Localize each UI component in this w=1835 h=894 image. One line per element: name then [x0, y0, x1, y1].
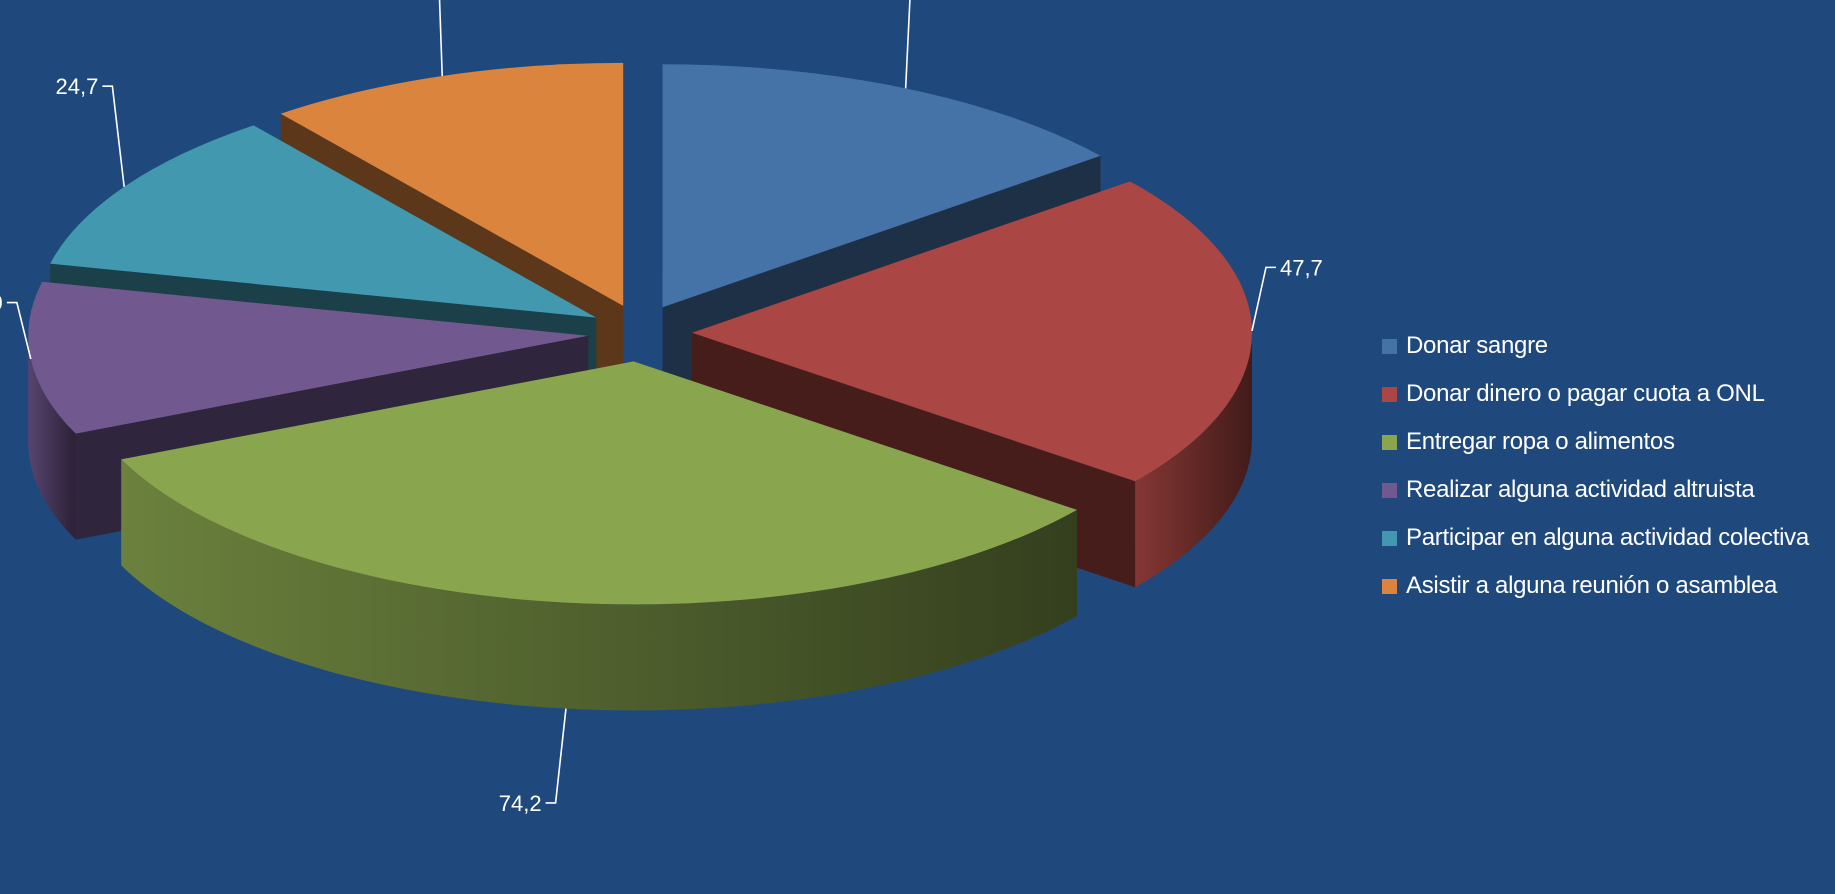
slice-side — [121, 459, 1077, 711]
legend-label: Entregar ropa o alimentos — [1406, 428, 1675, 455]
legend-swatch — [1382, 482, 1397, 498]
legend-label: Asistir a alguna reunión o asamblea — [1406, 572, 1778, 599]
legend-label: Donar sangre — [1406, 332, 1548, 359]
data-label-text: 24,7 — [56, 74, 99, 99]
slice-top — [691, 181, 1252, 482]
leader-line — [102, 85, 125, 187]
data-label-text: 47,7 — [1280, 255, 1323, 280]
data-label-0: 32,2 — [904, 0, 911, 89]
legend-swatch — [1382, 338, 1397, 354]
legend-label: Realizar alguna actividad altruista — [1406, 476, 1755, 503]
legend-item-entregar-ropa: Entregar ropa o alimentos — [1382, 418, 1832, 466]
leader-line — [438, 0, 444, 77]
data-label-1: 47,7 — [1251, 255, 1323, 332]
legend-item-reunion-asamblea: Asistir a alguna reunión o asamblea — [1382, 562, 1832, 610]
data-label-4: 24,7 — [56, 74, 125, 187]
legend-label: Donar dinero o pagar cuota a ONL — [1406, 380, 1765, 407]
leader-line — [1251, 266, 1276, 332]
data-label-text: 74,2 — [499, 791, 542, 816]
legend-swatch — [1382, 386, 1397, 402]
legend-item-donar-dinero: Donar dinero o pagar cuota a ONL — [1382, 370, 1832, 418]
data-label-2: 74,2 — [499, 708, 567, 816]
legend-label: Participar en alguna actividad colectiva — [1406, 524, 1809, 551]
leader-line — [545, 708, 567, 804]
data-label-3: 22,9 — [0, 291, 32, 360]
data-label-text: 22,9 — [0, 291, 3, 316]
legend: Donar sangre Donar dinero o pagar cuota … — [1382, 322, 1832, 610]
slice-top — [662, 64, 1101, 308]
slice-top — [28, 281, 589, 434]
data-label-5: 23,6 — [438, 0, 444, 77]
slice-top — [50, 125, 597, 318]
slice-side — [1135, 332, 1252, 588]
slice-top — [121, 361, 1077, 605]
leader-line — [904, 0, 911, 89]
legend-item-donar-sangre: Donar sangre — [1382, 322, 1832, 370]
pie-slice-2 — [121, 361, 1077, 711]
legend-item-actividad-colectiva: Participar en alguna actividad colectiva — [1382, 514, 1832, 562]
legend-swatch — [1382, 578, 1397, 594]
legend-swatch — [1382, 530, 1397, 546]
slice-side — [28, 335, 76, 540]
slice-top — [280, 62, 624, 306]
legend-item-actividad-altruista: Realizar alguna actividad altruista — [1382, 466, 1832, 514]
leader-line — [6, 301, 32, 360]
legend-swatch — [1382, 434, 1397, 450]
